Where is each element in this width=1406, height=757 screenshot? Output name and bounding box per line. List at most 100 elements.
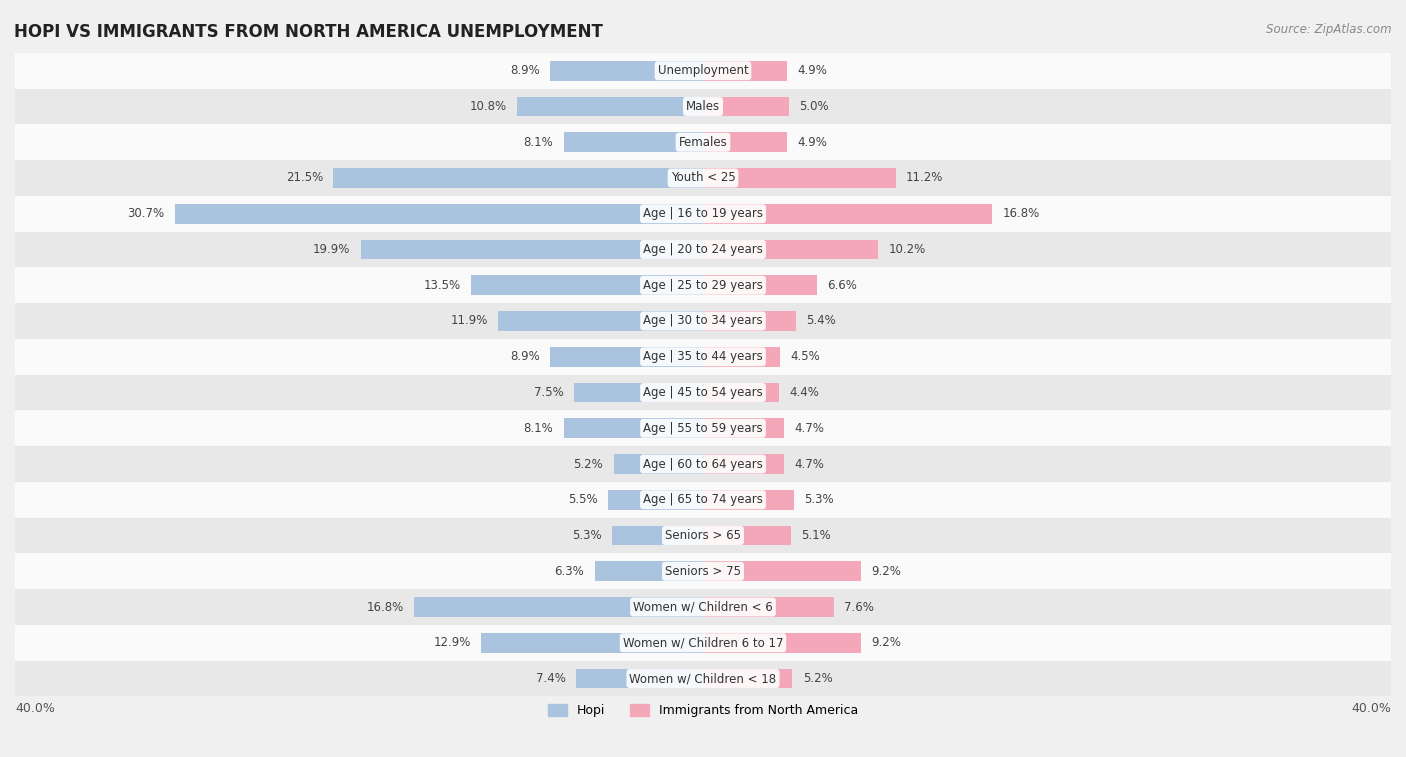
Bar <box>703 419 783 438</box>
Bar <box>15 375 1391 410</box>
Text: 8.1%: 8.1% <box>523 422 554 435</box>
Text: 6.3%: 6.3% <box>554 565 585 578</box>
Text: 7.4%: 7.4% <box>536 672 565 685</box>
Text: Youth < 25: Youth < 25 <box>671 172 735 185</box>
Bar <box>15 661 1391 696</box>
Text: Women w/ Children 6 to 17: Women w/ Children 6 to 17 <box>623 637 783 650</box>
Bar <box>15 518 1391 553</box>
Text: 30.7%: 30.7% <box>128 207 165 220</box>
Text: 5.5%: 5.5% <box>568 494 598 506</box>
Text: Seniors > 65: Seniors > 65 <box>665 529 741 542</box>
Text: 16.8%: 16.8% <box>367 600 404 613</box>
Bar <box>15 625 1391 661</box>
Text: Age | 16 to 19 years: Age | 16 to 19 years <box>643 207 763 220</box>
Text: 5.3%: 5.3% <box>572 529 602 542</box>
Bar <box>703 204 993 223</box>
Text: 5.1%: 5.1% <box>801 529 831 542</box>
Text: 10.2%: 10.2% <box>889 243 927 256</box>
Bar <box>15 553 1391 589</box>
Text: 4.9%: 4.9% <box>797 64 828 77</box>
Bar <box>703 597 834 617</box>
Text: 10.8%: 10.8% <box>470 100 508 113</box>
Bar <box>15 482 1391 518</box>
Text: 4.5%: 4.5% <box>790 350 821 363</box>
Bar <box>498 311 703 331</box>
Text: HOPI VS IMMIGRANTS FROM NORTH AMERICA UNEMPLOYMENT: HOPI VS IMMIGRANTS FROM NORTH AMERICA UN… <box>14 23 603 41</box>
Bar <box>15 303 1391 339</box>
Bar <box>574 383 703 402</box>
Bar <box>703 668 793 688</box>
Bar <box>15 124 1391 160</box>
Bar <box>361 240 703 260</box>
Text: 5.2%: 5.2% <box>803 672 832 685</box>
Bar <box>703 311 796 331</box>
Text: Source: ZipAtlas.com: Source: ZipAtlas.com <box>1267 23 1392 36</box>
Bar <box>609 490 703 509</box>
Bar <box>550 347 703 366</box>
Text: Age | 55 to 59 years: Age | 55 to 59 years <box>643 422 763 435</box>
Text: 9.2%: 9.2% <box>872 565 901 578</box>
Bar <box>15 267 1391 303</box>
Bar <box>174 204 703 223</box>
Bar <box>550 61 703 80</box>
Text: 16.8%: 16.8% <box>1002 207 1039 220</box>
Bar <box>703 347 780 366</box>
Bar <box>15 410 1391 446</box>
Bar <box>575 668 703 688</box>
Text: 5.4%: 5.4% <box>806 314 837 328</box>
Bar <box>703 132 787 152</box>
Bar <box>703 97 789 117</box>
Bar <box>564 132 703 152</box>
Legend: Hopi, Immigrants from North America: Hopi, Immigrants from North America <box>543 699 863 722</box>
Text: 5.2%: 5.2% <box>574 457 603 471</box>
Bar <box>333 168 703 188</box>
Bar <box>413 597 703 617</box>
Bar <box>15 89 1391 124</box>
Text: 5.0%: 5.0% <box>800 100 830 113</box>
Text: Age | 65 to 74 years: Age | 65 to 74 years <box>643 494 763 506</box>
Text: 4.7%: 4.7% <box>794 422 824 435</box>
Text: 4.4%: 4.4% <box>789 386 818 399</box>
Bar <box>703 61 787 80</box>
Text: Females: Females <box>679 136 727 148</box>
Bar <box>471 276 703 295</box>
Bar <box>595 562 703 581</box>
Bar <box>703 490 794 509</box>
Text: 8.9%: 8.9% <box>510 350 540 363</box>
Bar <box>703 562 862 581</box>
Text: 11.9%: 11.9% <box>451 314 488 328</box>
Text: Women w/ Children < 18: Women w/ Children < 18 <box>630 672 776 685</box>
Bar <box>517 97 703 117</box>
Bar <box>612 525 703 545</box>
Bar <box>703 168 896 188</box>
Text: 7.6%: 7.6% <box>844 600 875 613</box>
Text: 5.3%: 5.3% <box>804 494 834 506</box>
Text: Age | 20 to 24 years: Age | 20 to 24 years <box>643 243 763 256</box>
Text: Age | 30 to 34 years: Age | 30 to 34 years <box>643 314 763 328</box>
Text: Age | 25 to 29 years: Age | 25 to 29 years <box>643 279 763 291</box>
Bar <box>703 240 879 260</box>
Text: 12.9%: 12.9% <box>433 637 471 650</box>
Text: Seniors > 75: Seniors > 75 <box>665 565 741 578</box>
Bar <box>613 454 703 474</box>
Text: 11.2%: 11.2% <box>905 172 943 185</box>
Bar <box>564 419 703 438</box>
Bar <box>15 160 1391 196</box>
Bar <box>15 196 1391 232</box>
Text: Women w/ Children < 6: Women w/ Children < 6 <box>633 600 773 613</box>
Text: 4.9%: 4.9% <box>797 136 828 148</box>
Bar <box>15 446 1391 482</box>
Text: 6.6%: 6.6% <box>827 279 856 291</box>
Text: 19.9%: 19.9% <box>314 243 350 256</box>
Text: 40.0%: 40.0% <box>15 702 55 715</box>
Text: 13.5%: 13.5% <box>423 279 461 291</box>
Text: Unemployment: Unemployment <box>658 64 748 77</box>
Bar <box>15 53 1391 89</box>
Bar <box>703 525 790 545</box>
Text: Age | 45 to 54 years: Age | 45 to 54 years <box>643 386 763 399</box>
Bar <box>15 339 1391 375</box>
Text: 4.7%: 4.7% <box>794 457 824 471</box>
Bar <box>703 383 779 402</box>
Text: 8.9%: 8.9% <box>510 64 540 77</box>
Bar <box>15 589 1391 625</box>
